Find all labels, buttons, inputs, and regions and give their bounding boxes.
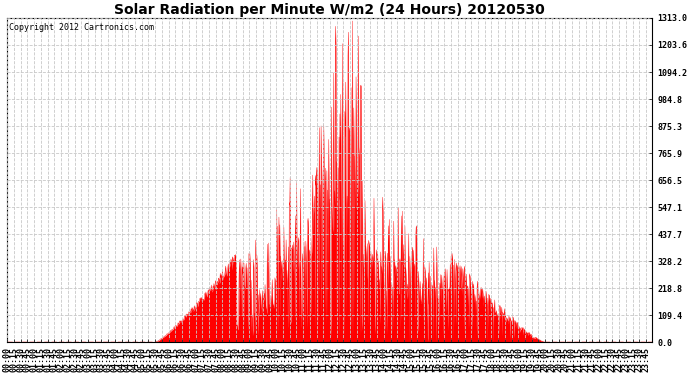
Title: Solar Radiation per Minute W/m2 (24 Hours) 20120530: Solar Radiation per Minute W/m2 (24 Hour…: [115, 3, 545, 17]
Text: Copyright 2012 Cartronics.com: Copyright 2012 Cartronics.com: [8, 23, 154, 32]
